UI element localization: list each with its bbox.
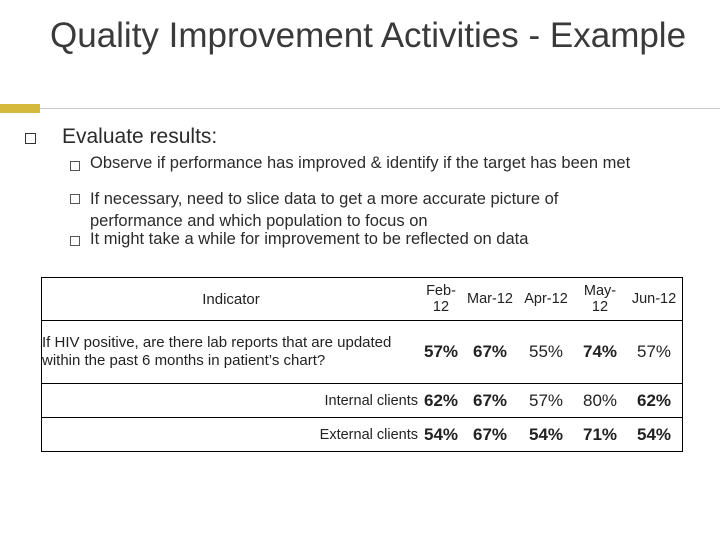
results-table: Indicator Feb-12 Mar-12 Apr-12 May-12 Ju… [41, 277, 683, 452]
table-cell: 55% [518, 320, 574, 384]
header-month: May-12 [574, 277, 626, 321]
bullet-square-icon [70, 194, 80, 204]
header-month: Mar-12 [462, 277, 518, 321]
table-row: Internal clients 62% 67% 57% 80% 62% [41, 383, 683, 418]
table-cell: 54% [420, 417, 462, 452]
sub-bullet-1: Observe if performance has improved & id… [90, 154, 631, 172]
table-cell: 67% [462, 417, 518, 452]
table-cell: 71% [574, 417, 626, 452]
table-header-row: Indicator Feb-12 Mar-12 Apr-12 May-12 Ju… [41, 277, 683, 321]
sub-bullet-2: If necessary, need to slice data to get … [90, 190, 559, 230]
table-row: If HIV positive, are there lab reports t… [41, 320, 683, 384]
table-cell: 80% [574, 383, 626, 418]
table-cell: 62% [420, 383, 462, 418]
header-indicator: Indicator [41, 277, 420, 321]
table-cell: 54% [626, 417, 683, 452]
indicator-label: If HIV positive, are there lab reports t… [41, 320, 420, 384]
bullet-square-icon [25, 133, 36, 144]
table-cell: 57% [518, 383, 574, 418]
main-bullet-text: Evaluate results: [62, 125, 218, 148]
table-row: External clients 54% 67% 54% 71% 54% [41, 417, 683, 452]
bullet-square-icon [70, 236, 80, 246]
sub-bullet-3: It might take a while for improvement to… [90, 230, 529, 248]
bullet-square-icon [70, 161, 80, 171]
row-label: Internal clients [41, 383, 420, 418]
accent-bar [0, 104, 40, 113]
table-cell: 67% [462, 320, 518, 384]
table-cell: 57% [420, 320, 462, 384]
table-cell: 74% [574, 320, 626, 384]
table-cell: 54% [518, 417, 574, 452]
table-cell: 57% [626, 320, 683, 384]
table-cell: 67% [462, 383, 518, 418]
table-cell: 62% [626, 383, 683, 418]
slide-title: Quality Improvement Activities - Example [50, 16, 687, 55]
header-month: Feb-12 [420, 277, 462, 321]
row-label: External clients [41, 417, 420, 452]
divider-line [40, 108, 720, 109]
header-month: Apr-12 [518, 277, 574, 321]
header-month: Jun-12 [626, 277, 683, 321]
